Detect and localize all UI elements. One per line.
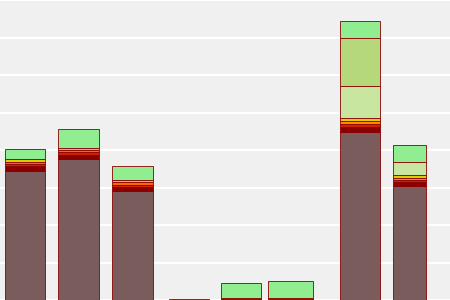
Bar [112, 185, 153, 187]
Bar [268, 298, 313, 299]
Bar [392, 182, 427, 187]
Bar [340, 21, 380, 38]
Bar [58, 159, 99, 300]
Bar [268, 280, 313, 298]
Bar [392, 180, 427, 182]
Bar [220, 299, 261, 300]
Bar [4, 149, 45, 159]
Bar [112, 166, 153, 180]
Bar [220, 298, 261, 299]
Bar [58, 148, 99, 150]
Bar [4, 171, 45, 300]
Bar [58, 155, 99, 159]
Bar [392, 145, 427, 162]
Bar [4, 164, 45, 167]
Bar [4, 167, 45, 171]
Bar [340, 124, 380, 127]
Bar [340, 127, 380, 132]
Bar [4, 162, 45, 164]
Bar [268, 299, 313, 300]
Bar [112, 187, 153, 191]
Bar [4, 159, 45, 162]
Bar [340, 38, 380, 86]
Bar [169, 299, 209, 300]
Bar [112, 180, 153, 182]
Bar [220, 283, 261, 298]
Bar [392, 187, 427, 300]
Bar [58, 150, 99, 152]
Bar [340, 86, 380, 118]
Bar [58, 152, 99, 155]
Bar [392, 175, 427, 178]
Bar [112, 182, 153, 185]
Bar [112, 191, 153, 300]
Bar [340, 121, 380, 124]
Bar [392, 178, 427, 180]
Bar [392, 162, 427, 175]
Bar [58, 129, 99, 148]
Bar [340, 118, 380, 121]
Bar [340, 132, 380, 300]
